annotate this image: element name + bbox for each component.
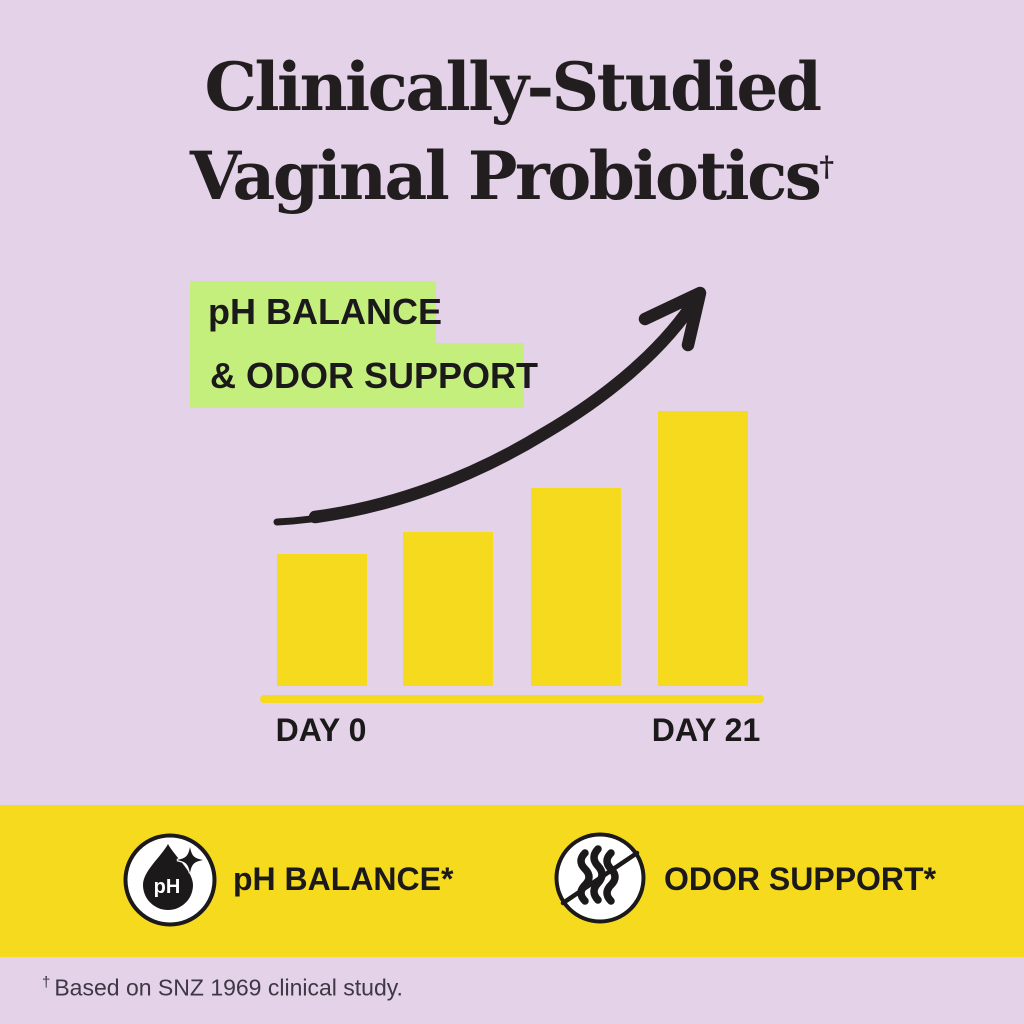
ph-icon-text: pH xyxy=(154,876,181,898)
ph-droplet-icon: pH xyxy=(123,833,217,927)
bar-2 xyxy=(531,488,621,686)
chart-baseline xyxy=(260,695,764,703)
benefits-banner: pH pH BALANCE* ODOR SUPPORT* xyxy=(0,805,1024,957)
bar-1 xyxy=(403,532,493,686)
title-dagger: † xyxy=(819,150,835,183)
highlight-label-line-2-text: & ODOR SUPPORT xyxy=(210,354,539,396)
title-line-1-text: Clinically-Studied xyxy=(204,48,822,126)
title-line-2-text: Vaginal Probiotics xyxy=(189,137,822,215)
footnote-text: Based on SNZ 1969 clinical study. xyxy=(54,974,403,1001)
page-title: Clinically-Studied Vaginal Probiotics† xyxy=(0,47,1024,216)
x-tick-day-21: DAY 21 xyxy=(651,712,761,748)
bar-0 xyxy=(277,554,367,686)
ph-balance-label: pH BALANCE* xyxy=(233,861,454,897)
no-odor-icon xyxy=(554,832,646,924)
odor-support-label: ODOR SUPPORT* xyxy=(664,861,937,897)
title-line-1: Clinically-Studied xyxy=(0,47,1024,127)
x-tick-day-0: DAY 0 xyxy=(275,712,367,748)
highlight-label-line-1-text: pH BALANCE xyxy=(208,291,442,332)
title-line-2: Vaginal Probiotics† xyxy=(0,127,1024,216)
highlight-label-line-2: & ODOR SUPPORT xyxy=(190,343,538,408)
footnote-dagger: † xyxy=(42,974,51,991)
highlight-label-line-1: pH BALANCE xyxy=(190,281,442,343)
growth-arrow-icon xyxy=(273,286,707,526)
footnote: † Based on SNZ 1969 clinical study. xyxy=(42,974,403,1002)
bar-3 xyxy=(658,411,748,686)
